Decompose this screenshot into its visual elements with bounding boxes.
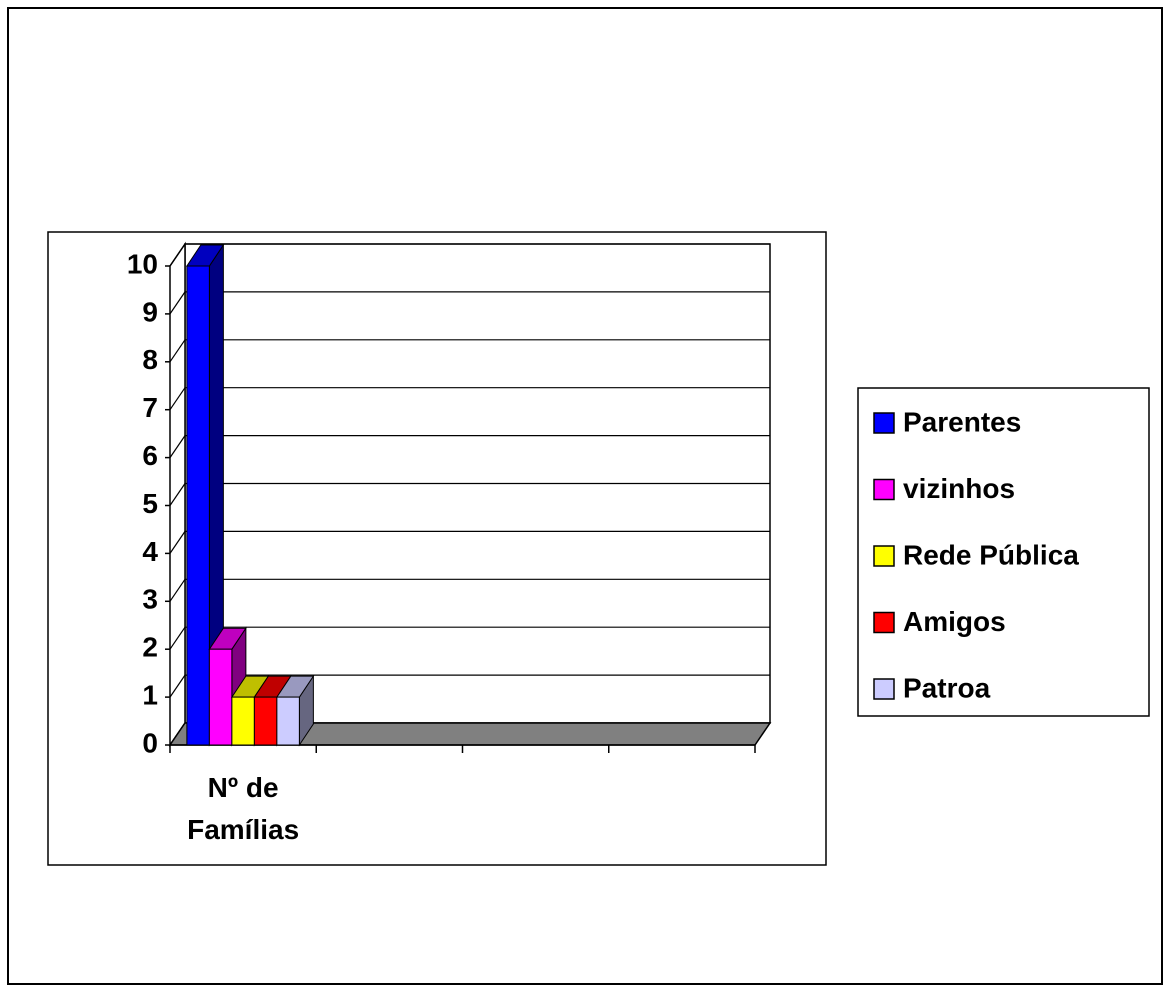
grid-line [169, 291, 186, 315]
legend-swatch [873, 611, 895, 634]
legend-label: Rede Pública [903, 539, 1079, 570]
legend-swatch [873, 678, 895, 700]
grid-line [169, 626, 186, 650]
grid-line [169, 578, 186, 602]
grid-line [169, 243, 186, 267]
legend-label: Amigos [903, 606, 1006, 637]
legend-box [857, 387, 1150, 717]
bar [276, 696, 300, 746]
legend-swatch [873, 478, 895, 501]
y-tick-label: 6 [142, 440, 158, 471]
legend-swatch [873, 545, 895, 567]
y-tick-label: 1 [142, 679, 158, 710]
y-tick-label: 4 [142, 536, 158, 567]
bar [208, 648, 233, 746]
bar [186, 265, 210, 746]
legend-swatch [873, 412, 895, 434]
grid-line [169, 483, 186, 506]
grid-line [169, 435, 186, 458]
grid-line [169, 531, 186, 554]
y-tick-label: 9 [142, 296, 158, 327]
bar [231, 696, 255, 746]
legend-label: Patroa [903, 672, 991, 703]
legend-label: vizinhos [903, 473, 1015, 504]
y-tick-label: 7 [142, 392, 158, 423]
y-tick-label: 2 [142, 632, 158, 663]
grid-line [169, 339, 186, 363]
y-tick-label: 5 [142, 488, 158, 519]
y-tick-label: 3 [142, 584, 158, 615]
bar [253, 696, 278, 746]
legend-label: Parentes [903, 406, 1021, 437]
x-tick-label: Nº de Famílias [187, 772, 300, 845]
y-tick-label: 8 [142, 344, 158, 375]
grid-line [169, 387, 186, 411]
y-tick-label: 0 [142, 727, 158, 758]
y-tick-label: 10 [127, 248, 158, 279]
grid-line [169, 674, 186, 698]
